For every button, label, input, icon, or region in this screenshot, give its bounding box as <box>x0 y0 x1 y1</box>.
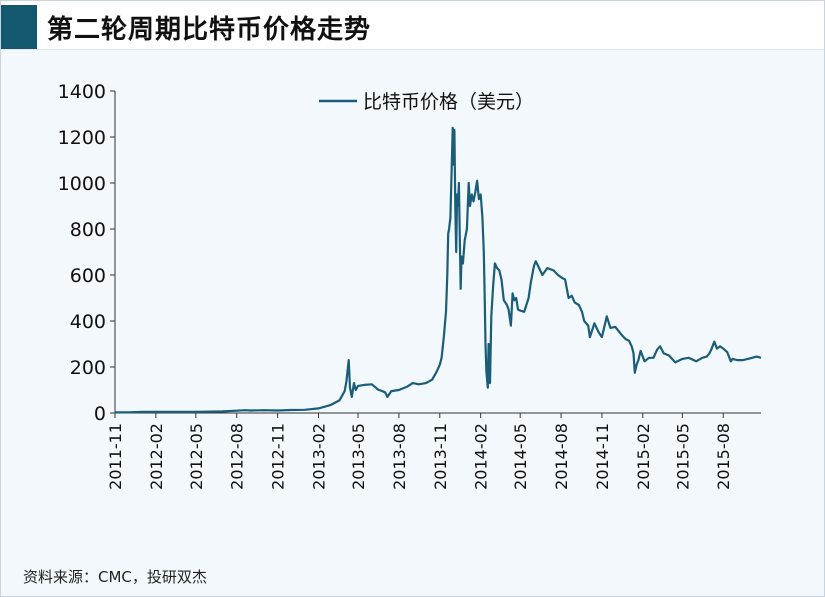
x-tick-label: 2012-02 <box>147 423 166 490</box>
x-tick-label: 2012-05 <box>187 423 206 490</box>
x-tick-label: 2013-08 <box>390 423 409 490</box>
y-tick-label: 400 <box>70 311 106 333</box>
title-bar: 第二轮周期比特币价格走势 <box>1 1 824 50</box>
x-tick-label: 2015-08 <box>714 423 733 490</box>
series-line-btc-price <box>115 126 762 414</box>
x-tick-label: 2013-05 <box>349 423 368 490</box>
y-tick-label: 1000 <box>58 173 106 195</box>
price-line-chart: 0 200 400 600 800 1000 1200 1400 2011-11 2012-02 2… <box>58 81 762 490</box>
x-tick-label: 2015-02 <box>634 423 653 490</box>
y-tick-label: 1200 <box>58 127 106 149</box>
legend-label: 比特币价格（美元） <box>363 91 534 113</box>
x-tick-label: 2014-05 <box>511 423 530 490</box>
y-tick-label: 800 <box>70 219 106 241</box>
y-tick-label: 200 <box>70 357 106 379</box>
y-tick-label: 1400 <box>58 81 106 103</box>
x-tick-label: 2014-11 <box>593 423 612 490</box>
y-tick-label: 600 <box>70 265 106 287</box>
source-note: 资料来源：CMC，投研双杰 <box>23 568 207 586</box>
x-tick-label: 2012-11 <box>269 423 288 490</box>
x-tick-label: 2012-08 <box>228 423 247 490</box>
x-tick-label: 2015-05 <box>673 423 692 490</box>
title-accent-block <box>1 5 37 49</box>
x-tick-label: 2013-02 <box>309 423 328 490</box>
y-tick-label: 0 <box>94 403 106 425</box>
x-tick-label: 2011-11 <box>106 423 125 490</box>
x-tick-label: 2014-02 <box>472 423 491 490</box>
x-tick-label: 2014-08 <box>552 423 571 490</box>
x-tick-label: 2013-11 <box>431 423 450 490</box>
page-title: 第二轮周期比特币价格走势 <box>47 15 372 45</box>
